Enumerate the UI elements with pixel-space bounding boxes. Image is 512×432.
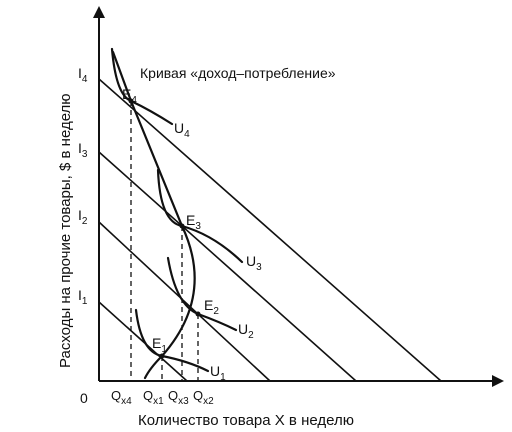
label-u3: U3 [246,253,262,273]
label-u4: U4 [174,120,190,140]
label-e3: E3 [186,212,201,232]
equilibrium-labels: E1 E2 E3 E4 [122,86,219,355]
indifference-curve-u1 [134,308,210,373]
income-label-i2: I2 [78,207,88,227]
budget-line-i1 [98,301,188,382]
point-e3 [179,223,185,229]
curve-label: Кривая «доход–потребление» [140,65,336,81]
budget-lines [98,78,442,382]
label-qx4: Qx4 [111,388,132,407]
indifference-curve-u2 [166,256,238,332]
origin-label: 0 [80,390,88,406]
y-axis-title: Расходы на прочие товары, $ в неделю [57,93,74,368]
label-qx3: Qx3 [168,388,189,407]
label-e2: E2 [204,297,219,317]
income-label-i3: I3 [78,140,88,160]
indifference-curve-u4 [110,47,174,126]
equilibrium-points [128,98,201,359]
label-qx1: Qx1 [143,388,164,407]
budget-line-i4 [98,78,442,382]
point-e1 [159,353,165,359]
label-e1: E1 [152,335,167,355]
quantity-labels: Qx4 Qx1 Qx3 Qx2 Qx2 [111,388,214,407]
label-u2: U2 [238,321,254,341]
income-label-i1: I1 [78,287,88,307]
label-u1: U1 [210,363,226,383]
indifference-labels: U1 U2 U3 U4 [174,120,262,383]
axes [93,6,504,387]
income-label-i4: I4 [78,65,88,85]
guide-lines [130,101,199,381]
label-qx2: Qx2 [193,388,214,407]
point-e4 [128,98,134,104]
income-level-labels: I1 I2 I3 I4 [78,65,88,307]
x-axis-title: Количество товара X в неделю [138,412,354,429]
income-consumption-curve [111,50,196,380]
budget-line-i3 [98,151,357,382]
point-e2 [195,311,201,317]
label-e4: E4 [122,86,137,106]
